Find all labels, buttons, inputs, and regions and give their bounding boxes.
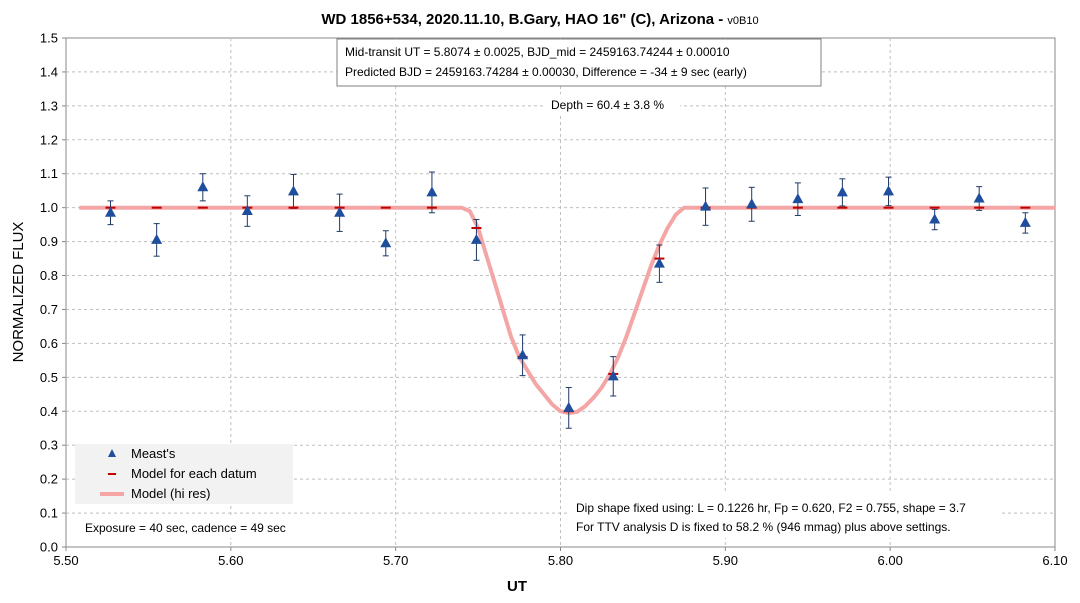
model-hires-line <box>79 205 1055 415</box>
depth-box <box>545 94 680 114</box>
exposure-text: Exposure = 40 sec, cadence = 49 sec <box>85 521 286 535</box>
chart-title-main: WD 1856+534, 2020.11.10, B.Gary, HAO 16"… <box>321 11 727 28</box>
y-tick-label: 0.9 <box>40 234 58 249</box>
measurement-point <box>334 206 346 217</box>
y-tick-label: 0.2 <box>40 472 58 487</box>
y-tick-labels: 0.0 0.1 0.2 0.3 0.4 0.5 0.6 0.7 0.8 0.9 1.0 1.1 1.2 1… <box>40 31 58 555</box>
y-axis-label: NORMALIZED FLUX <box>10 222 27 363</box>
legend-marker-meas <box>108 449 116 457</box>
measurement-point <box>973 192 985 203</box>
legend-label-meas: Meast's <box>131 446 176 461</box>
y-tick-label: 0.8 <box>40 268 58 283</box>
depth-text: Depth = 60.4 ± 3.8 % <box>551 98 664 112</box>
x-tick-label: 5.50 <box>53 553 78 568</box>
mid-transit-box <box>336 38 822 87</box>
measurement-point <box>792 193 804 204</box>
measurement-point <box>380 237 392 248</box>
y-tick-label: 1.4 <box>40 64 58 79</box>
y-tick-label: 0.6 <box>40 336 58 351</box>
x-tick-label: 5.80 <box>548 553 573 568</box>
measurement-point <box>151 233 163 244</box>
measurement-point <box>700 200 712 211</box>
y-tick-label: 1.1 <box>40 166 58 181</box>
chart-title-version: v0B10 <box>727 15 758 27</box>
y-tick-label: 0.4 <box>40 404 58 419</box>
chart-title: WD 1856+534, 2020.11.10, B.Gary, HAO 16"… <box>321 11 758 28</box>
x-tick-labels: 5.50 5.60 5.70 5.80 5.90 6.00 6.10 <box>53 553 1067 568</box>
ttv-text: For TTV analysis D is fixed to 58.2 % (9… <box>576 520 951 534</box>
measurement-point <box>1019 216 1031 227</box>
y-tick-label: 1.5 <box>40 31 58 46</box>
measurement-markers <box>105 181 1031 412</box>
dip-shape-box <box>570 494 1000 538</box>
measurement-point <box>241 205 253 216</box>
measurement-point <box>607 370 619 381</box>
measurement-point <box>929 213 941 224</box>
grid <box>62 37 1056 551</box>
measurement-point <box>883 185 895 196</box>
measurement-point <box>197 181 209 192</box>
x-tick-label: 6.10 <box>1042 553 1067 568</box>
measurement-point <box>653 257 665 268</box>
y-tick-label: 0.7 <box>40 302 58 317</box>
measurement-point <box>470 233 482 244</box>
measurement-point <box>836 186 848 197</box>
measurement-point <box>105 206 117 217</box>
y-tick-label: 0.0 <box>40 540 58 555</box>
y-tick-label: 0.5 <box>40 370 58 385</box>
x-tick-label: 5.60 <box>218 553 243 568</box>
measurement-point <box>517 349 529 360</box>
legend-label-model-datum: Model for each datum <box>131 466 257 481</box>
mid-transit-text: Mid-transit UT = 5.8074 ± 0.0025, BJD_mi… <box>345 45 730 59</box>
dip-shape-text: Dip shape fixed using: L = 0.1226 hr, Fp… <box>576 501 966 515</box>
x-tick-label: 5.70 <box>383 553 408 568</box>
y-tick-label: 1.2 <box>40 132 58 147</box>
predicted-bjd-text: Predicted BJD = 2459163.74284 ± 0.00030,… <box>345 65 747 79</box>
x-axis-label: UT <box>507 578 527 595</box>
legend: Meast's Model for each datum Model (hi r… <box>75 444 293 504</box>
y-tick-label: 1.3 <box>40 98 58 113</box>
measurement-point <box>426 186 438 197</box>
exposure-box <box>80 516 312 538</box>
measurement-point <box>287 185 299 196</box>
y-tick-label: 0.1 <box>40 506 58 521</box>
x-tick-label: 6.00 <box>878 553 903 568</box>
measurement-point <box>563 401 575 412</box>
x-tick-label: 5.90 <box>713 553 738 568</box>
y-tick-label: 1.0 <box>40 200 58 215</box>
y-tick-label: 0.3 <box>40 438 58 453</box>
measurement-point <box>746 198 758 209</box>
legend-label-model-hires: Model (hi res) <box>131 486 210 501</box>
